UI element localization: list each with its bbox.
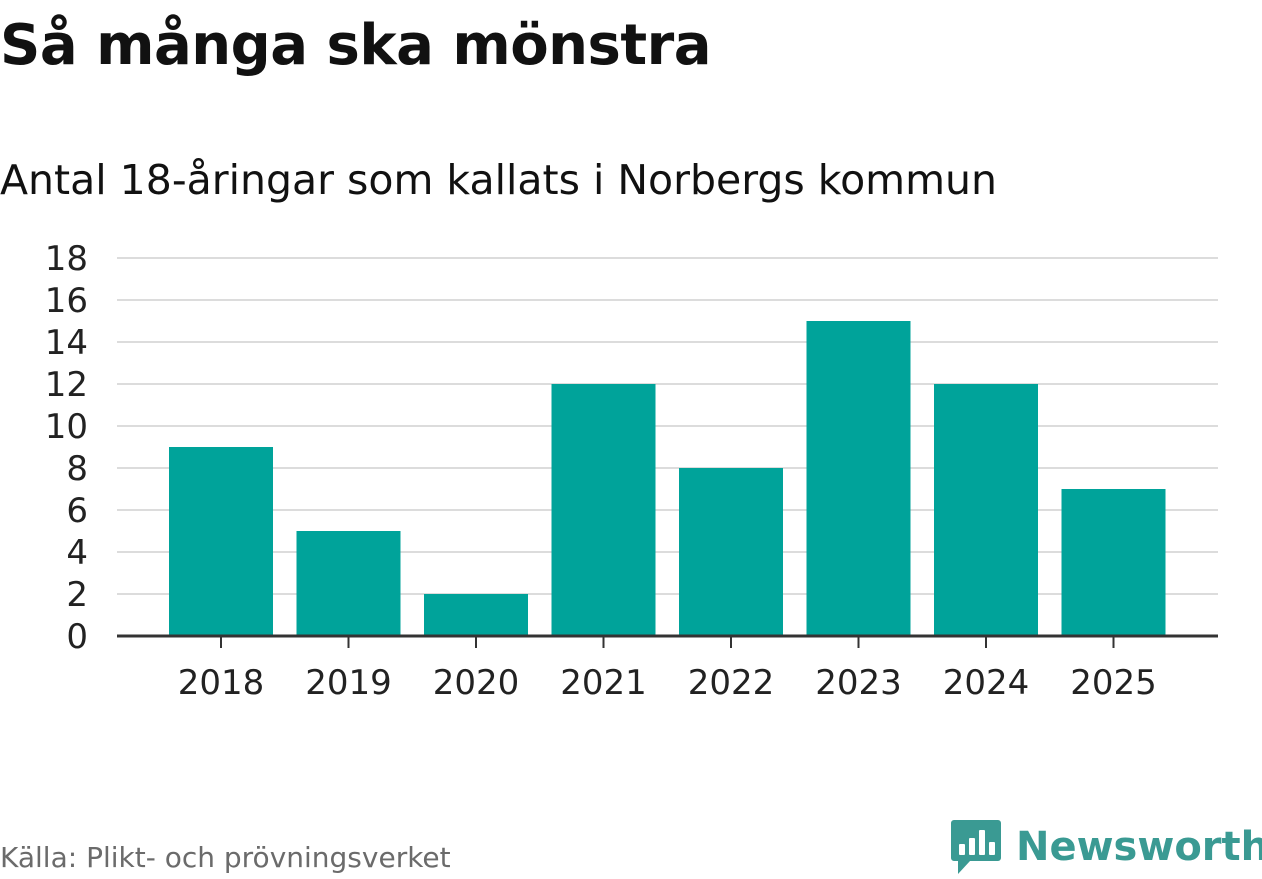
bar-2024 <box>934 384 1038 636</box>
x-tick-label: 2022 <box>688 663 775 703</box>
newsworthy-logo: Newsworthy <box>950 818 1262 876</box>
bar-2019 <box>296 531 401 636</box>
x-tick-label: 2019 <box>305 663 392 703</box>
x-tick-label: 2020 <box>433 663 520 703</box>
y-tick-label: 12 <box>45 365 88 405</box>
x-axis <box>117 634 1218 648</box>
y-tick-label: 2 <box>66 575 88 615</box>
x-tick-label: 2018 <box>178 663 265 703</box>
bar-2018 <box>169 447 273 636</box>
y-tick-label: 14 <box>45 323 88 363</box>
y-tick-label: 4 <box>66 533 88 573</box>
bar-2021 <box>551 384 656 636</box>
brand-name: Newsworthy <box>1016 824 1262 870</box>
chart-title: Så många ska mönstra <box>0 13 712 78</box>
x-tick-label: 2023 <box>815 663 902 703</box>
x-tick-label: 2025 <box>1070 663 1157 703</box>
bars <box>169 321 1166 636</box>
y-tick-label: 6 <box>66 491 88 531</box>
gridlines <box>117 257 1218 595</box>
bar-2025 <box>1061 489 1166 636</box>
x-axis-ticks: 2018 2019 2020 2021 2022 2023 2024 2025 <box>178 663 1157 703</box>
y-tick-label: 8 <box>66 449 88 489</box>
x-tick-label: 2024 <box>943 663 1030 703</box>
y-tick-label: 10 <box>45 407 88 447</box>
bar-2023 <box>806 321 911 636</box>
bar-2020 <box>424 594 528 636</box>
x-tick-label: 2021 <box>560 663 647 703</box>
bar-chart-bubble-icon <box>951 820 1001 874</box>
y-tick-label: 0 <box>66 617 88 657</box>
y-tick-label: 18 <box>45 239 88 279</box>
y-tick-label: 16 <box>45 281 88 321</box>
chart-subtitle: Antal 18-åringar som kallats i Norbergs … <box>0 156 998 204</box>
source-note: Källa: Plikt- och prövningsverket <box>0 841 451 874</box>
bar-2022 <box>679 468 783 636</box>
